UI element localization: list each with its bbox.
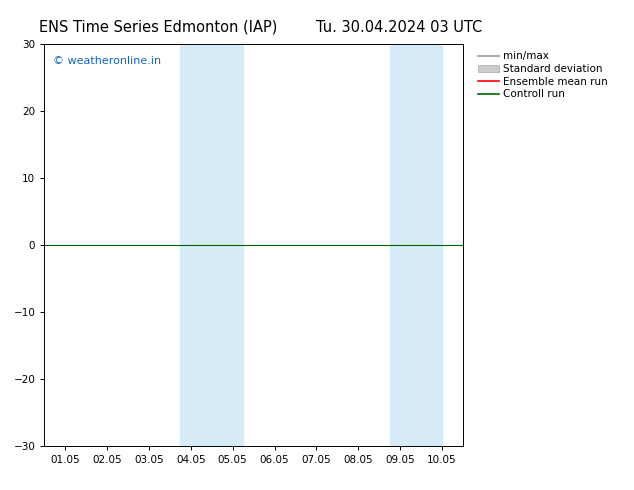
Text: Tu. 30.04.2024 03 UTC: Tu. 30.04.2024 03 UTC [316, 20, 482, 35]
Text: ENS Time Series Edmonton (IAP): ENS Time Series Edmonton (IAP) [39, 20, 278, 35]
Bar [389, 44, 411, 446]
Text: © weatheronline.in: © weatheronline.in [53, 56, 161, 66]
Bar [411, 44, 442, 446]
Bar [202, 44, 243, 446]
Bar [180, 44, 201, 446]
Legend: min/max, Standard deviation, Ensemble mean run, Controll run: min/max, Standard deviation, Ensemble me… [476, 49, 611, 101]
